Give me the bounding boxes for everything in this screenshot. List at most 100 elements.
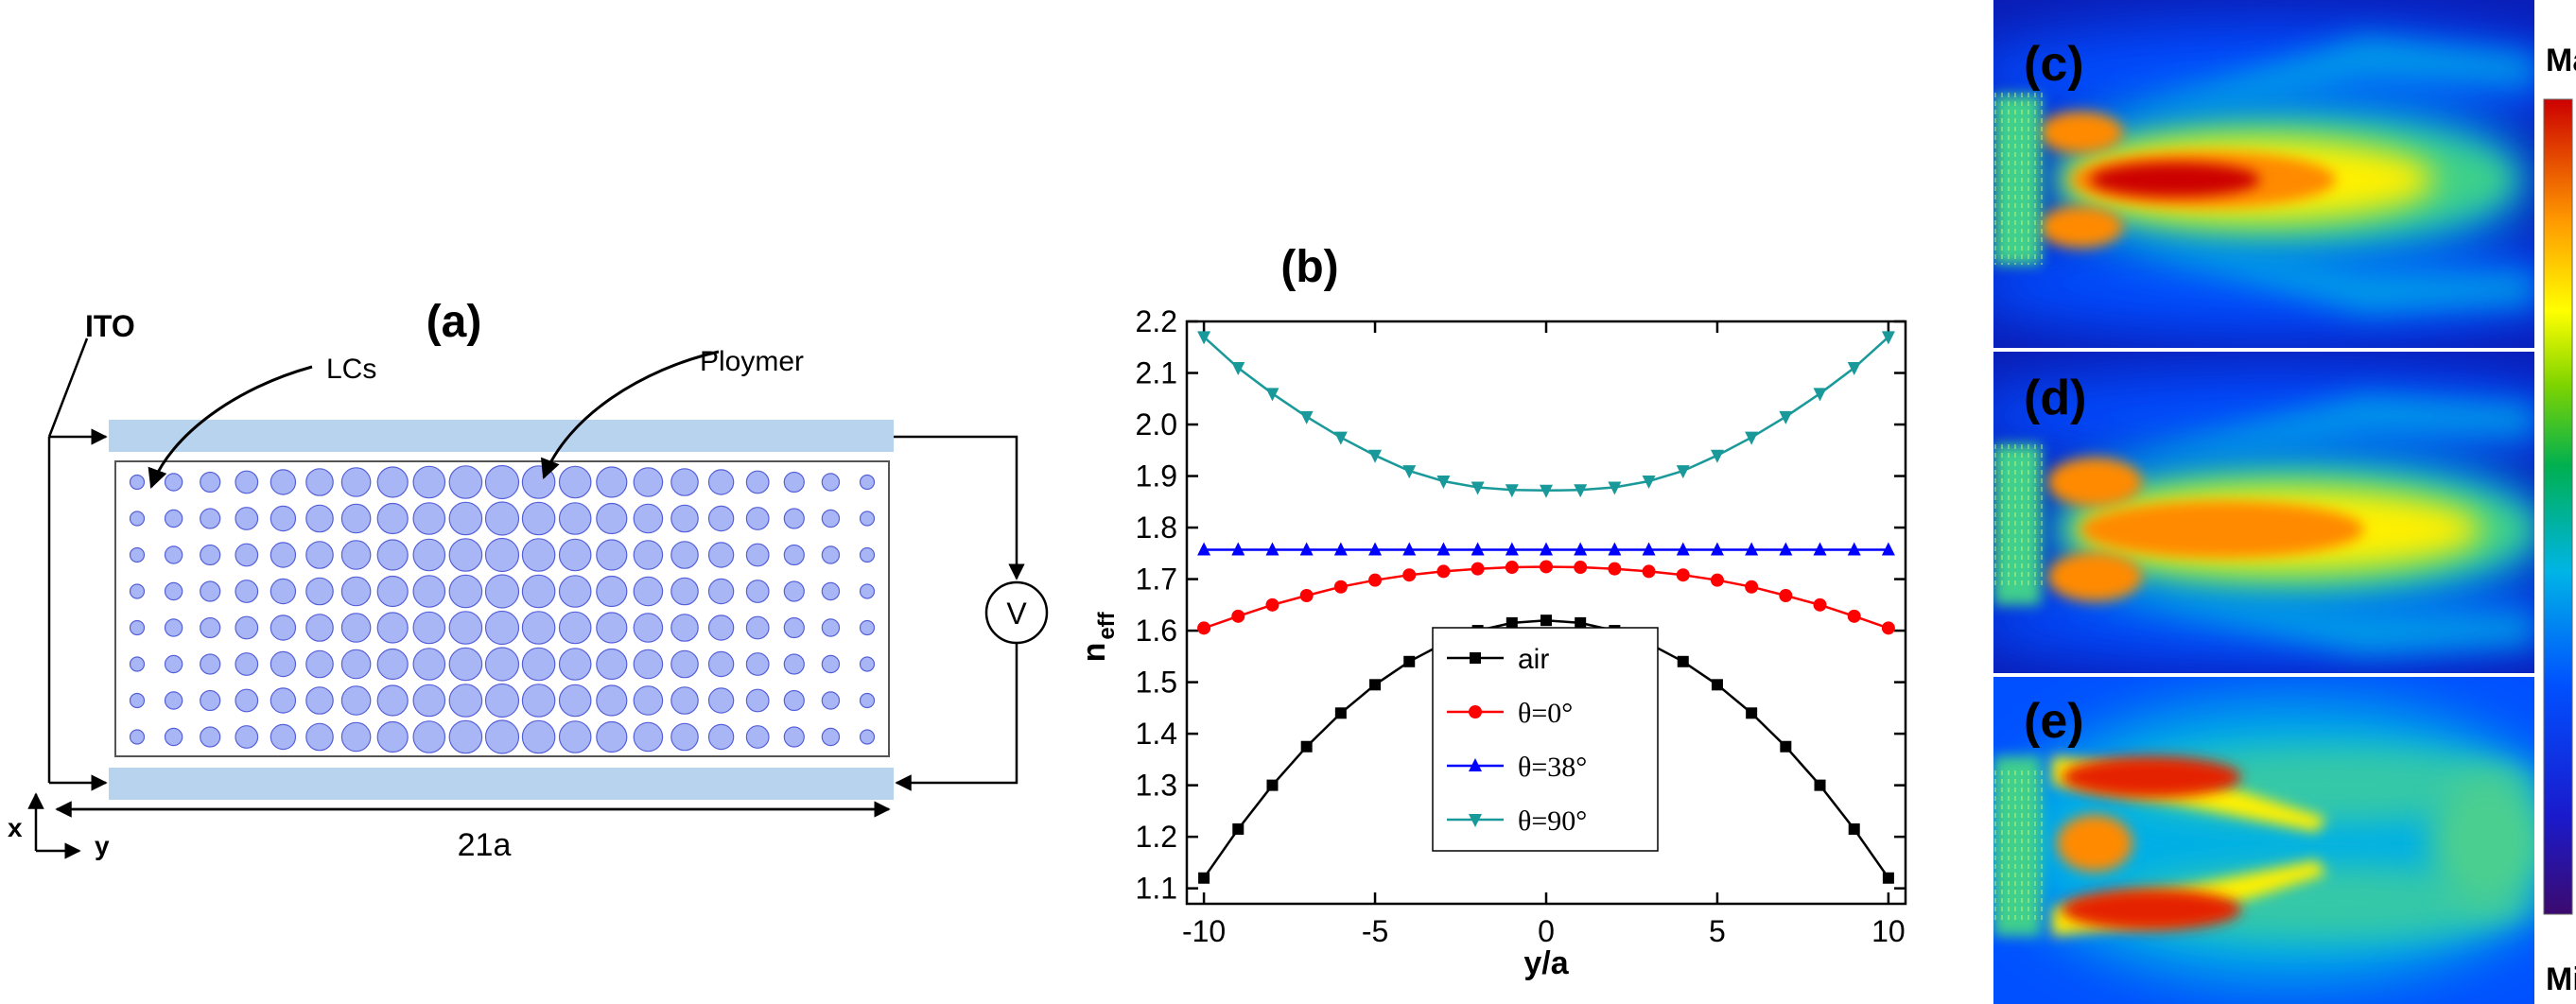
- lc-rod: [412, 684, 446, 718]
- y-tick-label: 1.9: [1136, 459, 1177, 493]
- lc-rod: [200, 653, 221, 675]
- data-point: [1847, 609, 1861, 623]
- lc-rod: [340, 540, 372, 570]
- data-point: [1334, 707, 1347, 719]
- lc-rod: [745, 543, 770, 567]
- lc-rod: [521, 501, 556, 536]
- lc-rod: [340, 613, 372, 643]
- lc-rod: [200, 508, 221, 529]
- data-point: [1745, 580, 1759, 594]
- data-point: [1368, 573, 1383, 587]
- lc-rod: [129, 474, 146, 491]
- lc-rod: [340, 649, 372, 680]
- data-point: [1436, 475, 1451, 489]
- lc-rod: [412, 538, 446, 572]
- lc-rod: [558, 538, 592, 572]
- data-point: [1540, 542, 1553, 556]
- lc-rod: [670, 722, 699, 752]
- lc-rod: [783, 653, 805, 675]
- data-point: [1197, 542, 1211, 556]
- lc-rod: [745, 507, 770, 530]
- lc-rod: [707, 505, 735, 532]
- data-point: [1676, 465, 1690, 479]
- data-point: [1813, 542, 1827, 556]
- lc-rod: [376, 502, 409, 535]
- series-circle: [1197, 560, 1895, 635]
- y-tick-label: 1.8: [1136, 511, 1177, 545]
- lc-rod: [707, 542, 735, 568]
- lc-rod: [412, 465, 446, 499]
- lc-rod: [412, 720, 446, 753]
- data-point: [1265, 542, 1279, 556]
- lcs-arrow: [148, 365, 313, 489]
- x-tick-label: -10: [1182, 914, 1226, 948]
- y-axis-title-main: n: [1076, 643, 1112, 663]
- y-tick-label: 1.3: [1136, 769, 1177, 803]
- lc-rod: [448, 684, 483, 718]
- lc-rod: [596, 502, 628, 535]
- polymer-label: Ploymer: [700, 346, 804, 377]
- lc-rod: [270, 723, 297, 751]
- lc-rod: [305, 468, 334, 496]
- lc-rod: [412, 648, 446, 681]
- lc-rod: [164, 727, 183, 747]
- lc-rod: [376, 684, 409, 717]
- data-point: [1676, 568, 1690, 582]
- data-point: [1231, 609, 1245, 623]
- lc-rod: [633, 685, 664, 716]
- y-tick-label: 1.6: [1136, 614, 1177, 648]
- data-point: [1881, 621, 1895, 635]
- data-point: [1779, 542, 1793, 556]
- y-tick-label: 1.4: [1136, 717, 1177, 751]
- data-point: [1813, 597, 1827, 612]
- data-point: [1780, 740, 1792, 753]
- lc-rod: [859, 546, 876, 563]
- data-point: [1368, 449, 1383, 463]
- data-point: [1300, 740, 1313, 753]
- data-point: [1710, 542, 1724, 556]
- lc-rod: [745, 725, 770, 749]
- lc-rod: [412, 611, 446, 645]
- lc-rod: [129, 583, 146, 599]
- lc-rod: [783, 508, 805, 529]
- lc-rod: [521, 647, 556, 682]
- data-point: [1469, 814, 1482, 827]
- data-point: [1265, 388, 1279, 402]
- y-tick-label: 2.1: [1136, 356, 1177, 390]
- data-point: [1575, 616, 1587, 629]
- legend-label: θ=38°: [1518, 752, 1587, 783]
- lc-rod: [129, 511, 146, 527]
- lc-rod: [558, 648, 592, 681]
- series-triangle-down: [1197, 331, 1895, 498]
- lc-rod: [521, 465, 556, 499]
- ito-label: ITO: [85, 309, 135, 343]
- field-map-d: (d): [1993, 352, 2534, 673]
- lc-rod: [596, 575, 628, 608]
- lc-rod: [707, 723, 735, 751]
- lc-rod: [484, 719, 520, 754]
- lc-rod: [270, 578, 297, 605]
- legend-box: [1432, 627, 1659, 852]
- colorbar: [2543, 98, 2573, 915]
- data-point: [1813, 388, 1827, 402]
- lc-rod: [164, 473, 183, 492]
- lc-rod: [596, 684, 628, 717]
- panel-b-chart: (b) -10 -5 0 5 10 1.1 1.2 1.3 1.4 1.5 1.6 1.7 1.8 1.9…: [1076, 242, 1907, 981]
- lc-rod: [633, 503, 664, 534]
- lc-rod: [235, 543, 259, 567]
- lc-rod: [707, 615, 735, 641]
- chart-legend: air θ=0° θ=38° θ=90°: [1432, 627, 1659, 852]
- voltmeter-label: V: [1006, 597, 1027, 631]
- data-point: [1369, 679, 1382, 691]
- colorbar-max-label: Max: [2546, 43, 2576, 78]
- lc-rod: [305, 504, 334, 533]
- lc-rod: [448, 611, 483, 645]
- series-triangle-up: [1197, 542, 1895, 556]
- ito-pointer-line: [47, 338, 89, 438]
- y-tick-label: 2.0: [1136, 407, 1177, 441]
- lc-rod: [633, 540, 664, 570]
- lc-rod: [821, 618, 841, 637]
- lc-rod: [305, 614, 334, 642]
- lc-rod: [484, 574, 520, 609]
- lc-rod: [448, 538, 483, 572]
